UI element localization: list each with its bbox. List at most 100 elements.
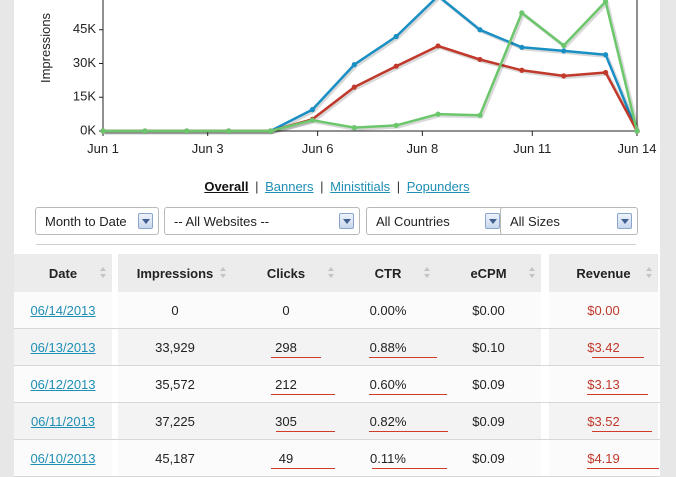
- sizes-select[interactable]: All Sizes: [500, 207, 638, 235]
- data-point: [309, 107, 316, 113]
- series-shadow: [104, 45, 641, 135]
- row-background: [549, 440, 658, 476]
- data-point: [602, 52, 609, 58]
- highlight-underline: [369, 394, 447, 395]
- impressions-value: 33,929: [155, 340, 195, 355]
- row-background: [549, 403, 658, 439]
- y-tick-label: 30K: [73, 55, 96, 70]
- divider: [36, 244, 636, 245]
- highlight-underline: [271, 394, 335, 395]
- date-link[interactable]: 06/14/2013: [30, 303, 96, 318]
- chevron-down-icon[interactable]: [617, 213, 632, 229]
- data-point: [477, 27, 483, 33]
- data-point: [100, 128, 106, 134]
- chevron-down-icon[interactable]: [138, 213, 153, 229]
- y-tick-label: 60K: [73, 0, 96, 2]
- chevron-down-icon[interactable]: [339, 213, 354, 229]
- data-point: [435, 111, 441, 117]
- period-select[interactable]: Month to Date: [35, 207, 159, 235]
- impressions-value: 35,572: [155, 377, 195, 392]
- y-tick-label: 15K: [73, 89, 96, 104]
- highlight-underline: [369, 431, 448, 432]
- sizes-select-value: All Sizes: [510, 214, 560, 229]
- date-link[interactable]: 06/10/2013: [30, 451, 96, 466]
- data-point: [393, 33, 399, 40]
- x-tick-label: Jun 8: [406, 141, 438, 156]
- column-header-label: Impressions: [136, 266, 214, 281]
- column-header-date[interactable]: Date: [14, 254, 112, 292]
- chart-svg: 0K 15K 30K 45K 60K Jun 1 Jun 3 Jun 6 Jun 8 Jun 11…: [38, 0, 657, 156]
- row-divider: [14, 365, 660, 366]
- row-background: [118, 440, 541, 476]
- sort-icon[interactable]: [646, 267, 652, 279]
- column-header-revenue[interactable]: Revenue: [549, 254, 658, 292]
- view-link-popunders[interactable]: Popunders: [406, 179, 470, 194]
- row-background: [549, 366, 658, 402]
- view-link-overall[interactable]: Overall: [204, 179, 249, 194]
- date-link[interactable]: 06/11/2013: [30, 414, 96, 429]
- data-point: [393, 63, 399, 69]
- ctr-value: 0.88%: [369, 340, 407, 355]
- data-point: [561, 42, 567, 49]
- y-tick-label: 45K: [73, 21, 96, 36]
- column-header-clicks[interactable]: Clicks: [232, 254, 340, 292]
- data-point: [477, 56, 483, 63]
- view-link-banners[interactable]: Banners: [265, 179, 314, 194]
- clicks-value: 298: [275, 340, 297, 355]
- chevron-down-icon[interactable]: [485, 213, 500, 229]
- revenue-value: $3.13: [587, 377, 620, 392]
- ecpm-value: $0.09: [472, 377, 505, 392]
- series-shadow: [104, 0, 641, 135]
- data-point: [393, 122, 399, 128]
- data-point: [634, 128, 640, 134]
- ecpm-value: $0.09: [472, 414, 505, 429]
- view-link-ministitials[interactable]: Ministitials: [330, 179, 391, 194]
- series-line: [103, 0, 639, 133]
- column-header-label: Revenue: [576, 266, 631, 281]
- ctr-value: 0.82%: [369, 414, 407, 429]
- row-divider: [14, 439, 660, 440]
- column-header-ecpm[interactable]: eCPM: [436, 254, 541, 292]
- sort-icon[interactable]: [220, 267, 226, 279]
- row-background: [549, 329, 658, 365]
- column-header-label: Date: [48, 266, 78, 281]
- revenue-value: $3.42: [587, 340, 620, 355]
- highlight-underline: [369, 357, 437, 358]
- period-select-value: Month to Date: [45, 214, 127, 229]
- highlight-underline: [271, 357, 321, 358]
- highlight-underline: [271, 468, 335, 469]
- series-line: [103, 0, 639, 133]
- row-divider: [14, 328, 660, 329]
- data-point: [351, 84, 357, 90]
- data-point: [226, 128, 232, 134]
- data-point: [602, 0, 609, 5]
- separator: |: [320, 179, 324, 194]
- clicks-value: 212: [275, 377, 297, 392]
- view-links: Overall | Banners | Ministitials | Popun…: [14, 179, 660, 194]
- date-link[interactable]: 06/12/2013: [30, 377, 96, 392]
- sort-icon[interactable]: [328, 267, 334, 279]
- countries-select[interactable]: All Countries: [366, 207, 506, 235]
- sort-icon[interactable]: [529, 267, 535, 279]
- revenue-value: $3.52: [587, 414, 620, 429]
- row-background: [14, 440, 112, 476]
- data-point: [435, 43, 441, 49]
- column-header-ctr[interactable]: CTR: [340, 254, 436, 292]
- data-point: [561, 48, 567, 54]
- highlight-underline: [592, 431, 652, 432]
- data-point: [519, 10, 525, 16]
- sort-icon[interactable]: [100, 267, 106, 279]
- impressions-value: 45,187: [155, 451, 195, 466]
- data-point: [184, 128, 190, 134]
- websites-select[interactable]: -- All Websites --: [164, 207, 360, 235]
- row-divider: [14, 402, 660, 403]
- date-link[interactable]: 06/13/2013: [30, 340, 96, 355]
- highlight-underline: [587, 468, 659, 469]
- data-point: [519, 44, 525, 50]
- row-background: [118, 366, 541, 402]
- data-point: [351, 125, 357, 131]
- sort-icon[interactable]: [424, 267, 430, 279]
- x-tick-label: Jun 11: [513, 141, 551, 156]
- column-header-impressions[interactable]: Impressions: [118, 254, 232, 292]
- highlight-underline: [592, 357, 644, 358]
